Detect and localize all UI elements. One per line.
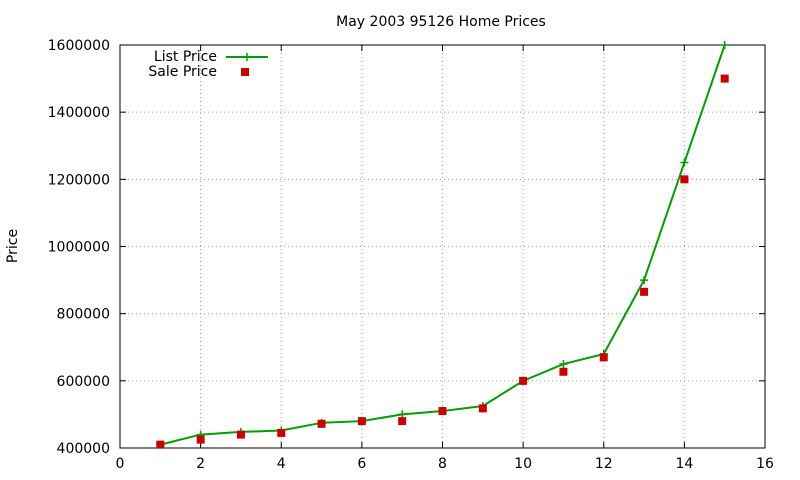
x-tick-label: 6 xyxy=(357,456,366,472)
data-point xyxy=(720,74,729,83)
data-point xyxy=(357,417,366,426)
legend-label-sale-price: Sale Price xyxy=(148,64,217,80)
y-tick-label: 1400000 xyxy=(48,105,110,121)
data-point xyxy=(559,360,568,369)
series-line xyxy=(160,44,726,446)
x-tick-label: 8 xyxy=(438,456,447,472)
legend-label-list-price: List Price xyxy=(154,49,217,65)
data-point xyxy=(559,367,568,376)
legend-marker xyxy=(241,68,249,76)
x-axis-tick-labels: 0 2 4 6 8 10 12 14 16 xyxy=(116,456,774,472)
data-point xyxy=(236,430,245,439)
data-point xyxy=(720,41,729,49)
data-point xyxy=(398,410,407,419)
data-point xyxy=(640,287,649,296)
legend: List Price Sale Price xyxy=(148,49,268,80)
data-point xyxy=(680,175,689,184)
grid xyxy=(120,45,765,448)
y-tick-label: 1000000 xyxy=(48,240,110,256)
data-point xyxy=(438,407,447,416)
y-tick-label: 1600000 xyxy=(48,38,110,54)
y-tick-label: 600000 xyxy=(57,374,110,390)
data-point xyxy=(519,376,528,385)
y-axis-label: Price xyxy=(5,229,21,263)
data-point xyxy=(317,419,326,428)
y-axis-tick-labels: 400000 600000 800000 1000000 1200000 1400000 1… xyxy=(48,38,110,457)
data-point xyxy=(277,428,286,437)
data-point xyxy=(156,440,165,449)
x-tick-label: 10 xyxy=(514,456,532,472)
x-tick-label: 2 xyxy=(196,456,205,472)
x-tick-label: 4 xyxy=(277,456,286,472)
series-sale-price xyxy=(156,74,729,449)
y-tick-label: 400000 xyxy=(57,441,110,457)
legend-key-list-price xyxy=(226,53,268,61)
series-list-price xyxy=(156,41,729,449)
y-tick-label: 1200000 xyxy=(48,172,110,188)
axis-ticks xyxy=(119,44,766,449)
data-point xyxy=(680,158,689,167)
data-point xyxy=(599,353,608,362)
y-tick-label: 800000 xyxy=(57,307,110,323)
series-layer xyxy=(156,41,729,449)
legend-key-sale-price xyxy=(241,68,249,76)
data-point xyxy=(640,276,649,285)
chart-title: May 2003 95126 Home Prices xyxy=(336,14,546,30)
legend-marker xyxy=(243,53,251,61)
x-tick-label: 12 xyxy=(595,456,613,472)
data-point xyxy=(196,435,205,444)
data-point xyxy=(398,417,407,426)
x-tick-label: 0 xyxy=(116,456,125,472)
data-point xyxy=(478,404,487,413)
x-tick-label: 16 xyxy=(756,456,774,472)
x-tick-label: 14 xyxy=(675,456,693,472)
